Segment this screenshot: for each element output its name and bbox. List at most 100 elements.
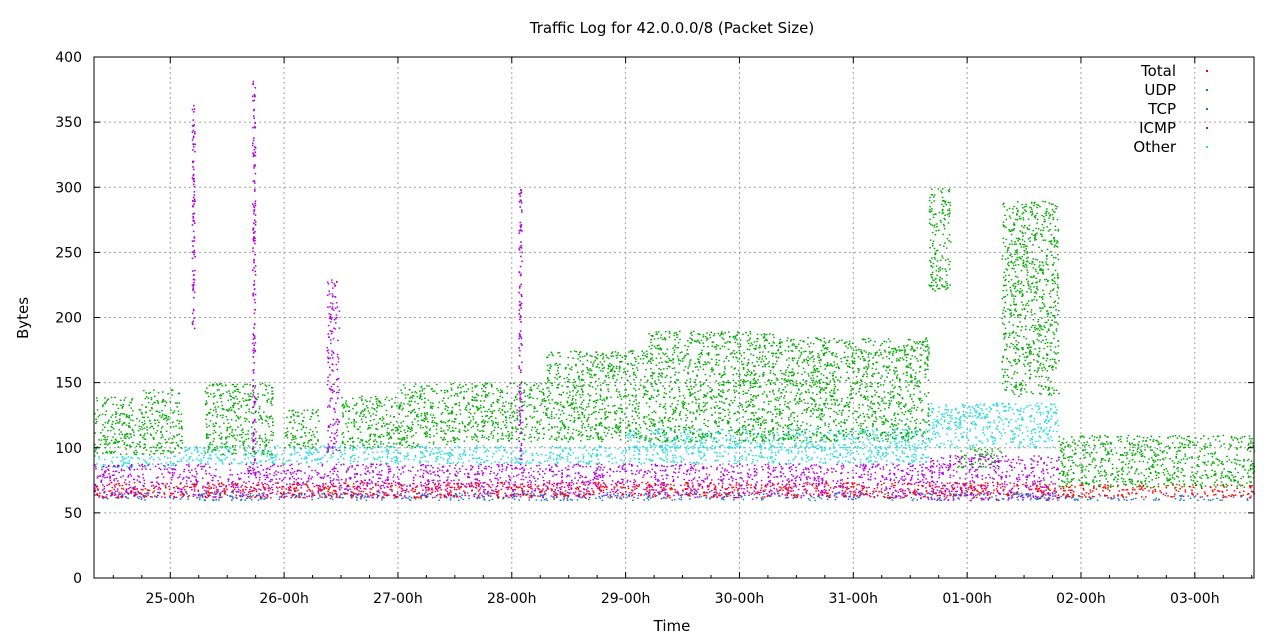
data-point	[481, 458, 483, 460]
data-point	[526, 460, 529, 462]
data-point	[911, 459, 913, 461]
data-point	[160, 416, 163, 419]
data-point	[145, 406, 147, 408]
data-point	[406, 452, 409, 454]
data-point	[476, 409, 479, 411]
data-point	[596, 449, 598, 451]
data-point	[907, 437, 910, 439]
data-point	[192, 459, 194, 461]
data-point	[560, 427, 562, 429]
data-point	[558, 436, 560, 438]
data-point	[647, 379, 649, 381]
data-point	[128, 415, 131, 417]
data-point	[353, 419, 355, 421]
data-point	[549, 457, 552, 459]
data-point	[773, 393, 775, 395]
data-point	[216, 445, 218, 448]
data-point	[207, 446, 210, 448]
data-point	[663, 368, 665, 370]
data-point	[374, 395, 377, 398]
data-point	[561, 438, 563, 441]
data-point	[149, 433, 152, 435]
data-point	[607, 429, 610, 431]
data-point	[913, 435, 916, 437]
data-point	[913, 448, 915, 451]
data-point	[377, 445, 379, 447]
data-point	[955, 436, 957, 438]
data-point	[700, 442, 703, 444]
data-point	[296, 415, 298, 417]
data-point	[715, 380, 718, 382]
data-point	[834, 441, 836, 443]
data-point	[556, 439, 558, 441]
data-point	[210, 458, 212, 460]
data-point	[634, 450, 636, 452]
data-point	[833, 456, 836, 458]
data-point	[542, 394, 545, 396]
data-point	[342, 416, 344, 418]
data-point	[650, 396, 653, 399]
data-point	[588, 384, 590, 386]
data-point	[419, 456, 422, 459]
data-point	[792, 459, 794, 461]
data-point	[550, 417, 553, 420]
data-point	[121, 433, 124, 436]
data-point	[606, 427, 608, 429]
data-point	[763, 442, 766, 445]
data-point	[475, 405, 478, 408]
data-point	[314, 426, 317, 429]
data-point	[344, 453, 346, 455]
data-point	[602, 358, 604, 360]
data-point	[403, 438, 406, 440]
data-point	[660, 348, 662, 350]
data-point	[530, 404, 532, 406]
data-point	[741, 458, 743, 460]
data-point	[272, 397, 274, 399]
data-point	[178, 427, 181, 429]
data-point	[631, 404, 634, 406]
data-point	[565, 366, 567, 369]
data-point	[245, 404, 248, 407]
data-point	[545, 400, 547, 402]
data-point	[355, 413, 357, 415]
data-point	[589, 355, 592, 357]
data-point	[469, 408, 471, 410]
data-point	[543, 400, 546, 402]
data-point	[446, 462, 449, 464]
data-point	[937, 420, 939, 422]
data-point	[239, 416, 242, 418]
data-point	[574, 387, 577, 389]
data-point	[419, 445, 421, 448]
data-point	[356, 402, 358, 405]
data-point	[999, 437, 1002, 440]
data-point	[510, 438, 512, 440]
data-point	[399, 442, 401, 444]
data-point	[838, 460, 840, 462]
data-point	[673, 444, 675, 446]
data-point	[480, 400, 482, 402]
data-point	[287, 459, 290, 461]
data-point	[1011, 429, 1013, 432]
data-point	[673, 430, 676, 433]
data-point	[1008, 407, 1010, 409]
data-point	[581, 355, 584, 358]
data-point	[717, 332, 720, 335]
data-point	[570, 402, 573, 404]
data-point	[1001, 419, 1003, 421]
data-point	[528, 404, 530, 406]
data-point	[645, 448, 647, 451]
data-point	[697, 390, 699, 393]
data-point	[1050, 408, 1052, 410]
data-point	[586, 354, 588, 356]
data-point	[314, 458, 316, 461]
data-point	[436, 423, 438, 425]
data-point	[1048, 430, 1051, 432]
data-point	[150, 397, 153, 399]
data-point	[131, 457, 133, 459]
data-point	[428, 441, 431, 444]
data-point	[652, 444, 655, 446]
data-point	[773, 460, 775, 463]
data-point	[911, 455, 913, 457]
data-point	[576, 407, 578, 409]
data-point	[711, 445, 713, 447]
